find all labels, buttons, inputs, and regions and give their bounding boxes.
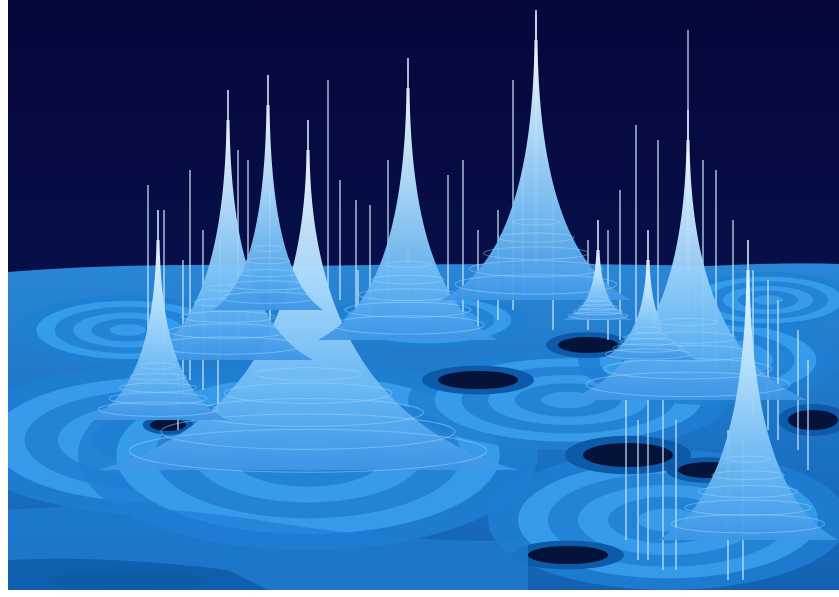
spike-terrace-line [635,326,661,334]
spike-terrace-line [180,310,276,323]
basin-terrace [109,324,147,336]
spike-terrace-line [371,274,445,285]
spike-terrace-line [567,311,629,320]
spike-terrace-line [344,301,472,318]
spike-terrace-line [469,260,603,278]
spike-terrace-line [583,299,613,307]
spike-terrace-line [331,315,485,335]
spike-peak [568,140,808,400]
spike-terrace-line [698,484,798,498]
spike-terrace-line [98,401,218,417]
spike-peak [143,120,313,360]
spike-terrace-line [605,348,691,360]
spike-terrace-line [237,268,299,278]
spike-terrace-line [612,343,684,353]
spike-terrace-line [711,470,785,481]
hole [558,337,618,353]
spike-terrace-line [497,232,575,243]
spike-terrace-line [119,382,197,393]
spike-terrace-line [511,218,561,226]
spike-terrace-line [573,308,623,316]
spike-peak [658,270,838,540]
spike-terrace-line [385,260,431,268]
spike-peak [318,88,498,340]
spike-terrace-line [129,428,487,473]
spike-terrace-line [223,382,393,404]
spike-terrace-line [229,280,307,291]
spike-terrace-line [588,295,608,303]
hole [788,410,838,430]
spike-terrace-line [483,246,589,260]
spike-terrace-line [220,291,316,304]
spike-terrace-line [160,413,456,450]
spike-terrace-line [684,499,812,516]
hole [528,546,608,564]
hole [438,371,518,389]
spike-terrace-line [585,371,791,398]
spike-terrace-line [671,514,825,534]
foreground-band [8,558,268,590]
spike-peak [213,105,323,310]
spike-terrace-line [129,372,187,381]
spike-terrace-line [140,362,176,370]
spike-terrace-line [578,303,618,311]
spike-peak [563,250,633,320]
spike-peak [88,240,228,420]
spike-terrace-line [725,455,771,463]
spike-terrace-line [253,245,283,252]
spike-peak [598,260,698,360]
spike-terrace-line [255,367,361,381]
fractal-spike-landscape [8,0,839,590]
hole [150,419,186,431]
hole [583,443,673,467]
spike-terrace-line [454,274,618,295]
spike-terrace-line [245,257,291,265]
spike-peak [441,40,631,300]
